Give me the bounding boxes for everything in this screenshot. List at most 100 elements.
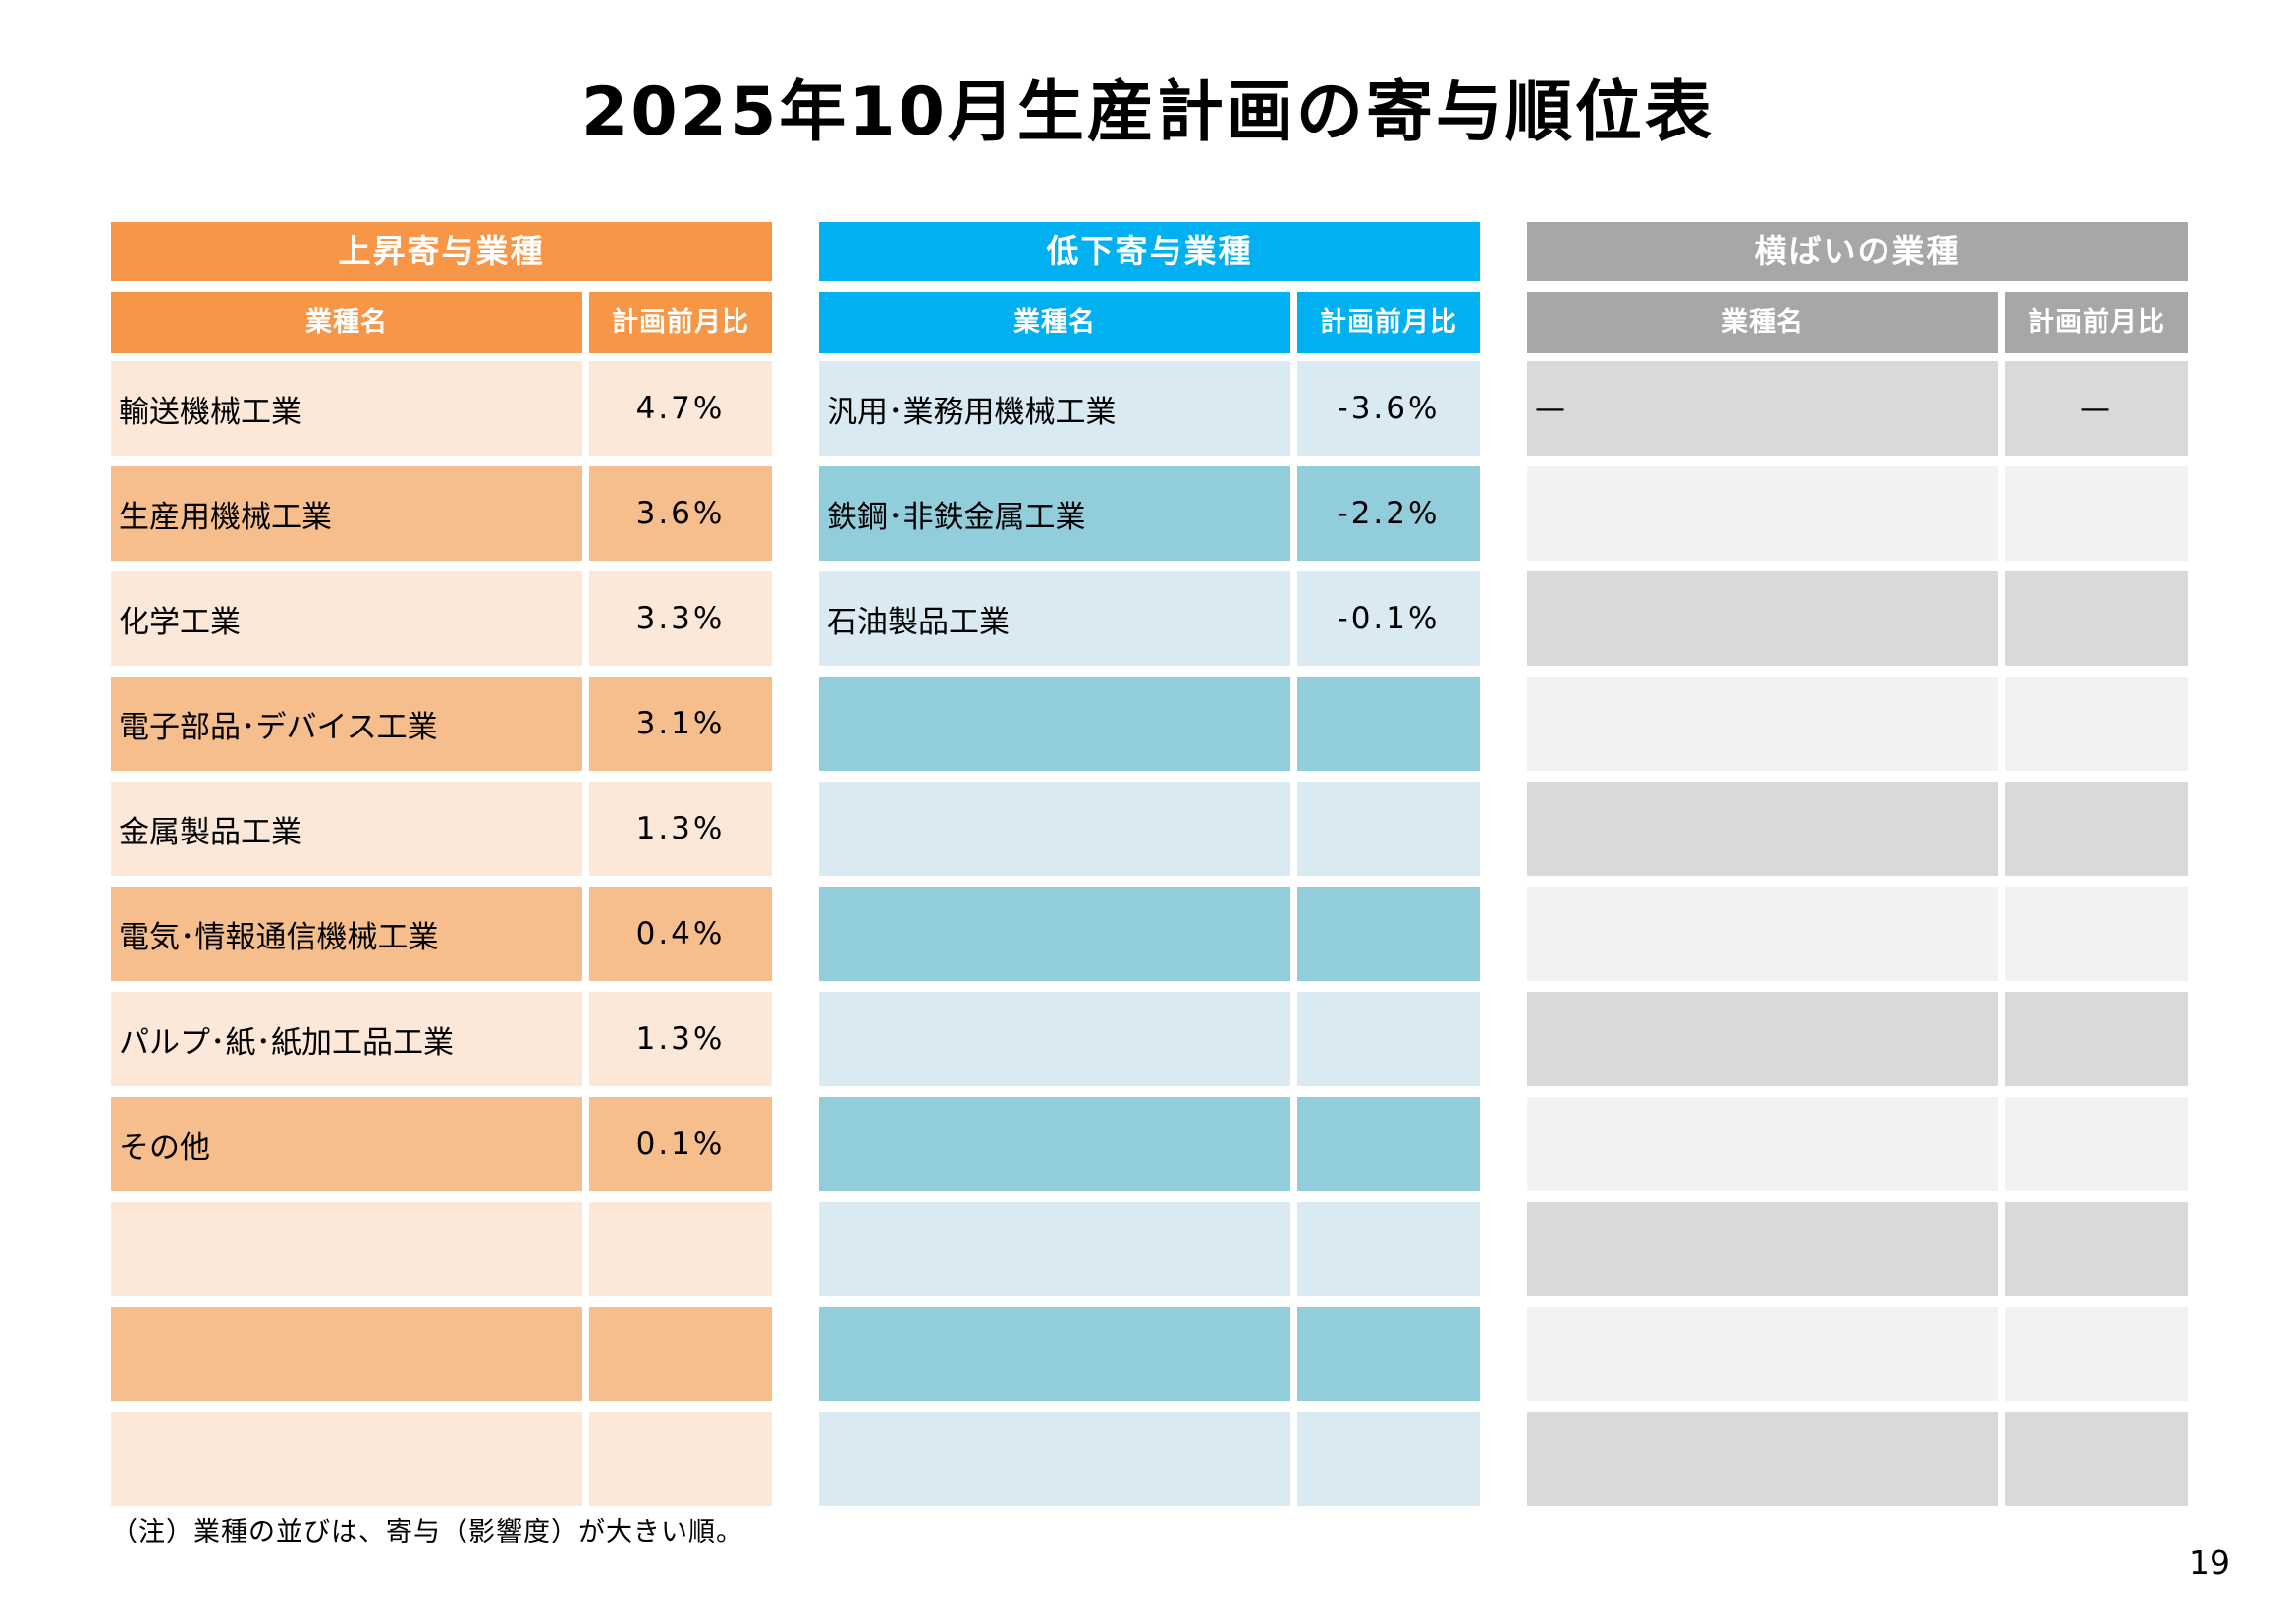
industry-name-cell xyxy=(1527,1097,1998,1191)
table-row xyxy=(819,1097,1480,1191)
industry-name-cell xyxy=(819,1202,1290,1296)
table-row xyxy=(111,1412,772,1506)
table-row: その他 0.1% xyxy=(111,1097,772,1191)
table-row xyxy=(111,1307,772,1401)
mom-change-value-cell xyxy=(589,1307,772,1401)
mom-change-value-cell: — xyxy=(2005,361,2188,456)
mom-change-value-cell xyxy=(2005,887,2188,981)
mom-change-value-cell: 0.4% xyxy=(589,887,772,981)
mom-change-value-cell: -2.2% xyxy=(1297,466,1480,561)
table-rows: — — xyxy=(1527,361,2188,1506)
table-title: 上昇寄与業種 xyxy=(111,222,772,281)
table-row xyxy=(819,887,1480,981)
mom-change-value-cell: -0.1% xyxy=(1297,571,1480,666)
industry-name-cell xyxy=(819,992,1290,1086)
industry-name-cell xyxy=(111,1307,582,1401)
table-row: 輸送機械工業 4.7% xyxy=(111,361,772,456)
table-row: 電気･情報通信機械工業 0.4% xyxy=(111,887,772,981)
mom-change-value-cell: 3.1% xyxy=(589,677,772,771)
page-title: 2025年10月生産計画の寄与順位表 xyxy=(581,74,1715,151)
industry-name-cell xyxy=(819,1307,1290,1401)
column-header-industry: 業種名 xyxy=(1527,292,1998,353)
table-column-headers: 業種名 計画前月比 xyxy=(819,292,1480,353)
industry-name-cell xyxy=(1527,887,1998,981)
table-rows: 汎用･業務用機械工業 -3.6% 鉄鋼･非鉄金属工業 -2.2% 石油製品工業 -0.1% xyxy=(819,361,1480,1506)
mom-change-value-cell xyxy=(2005,992,2188,1086)
table-row xyxy=(1527,1412,2188,1506)
mom-change-value-cell: 1.3% xyxy=(589,782,772,876)
industry-name-cell xyxy=(819,887,1290,981)
table-row: 金属製品工業 1.3% xyxy=(111,782,772,876)
industry-name-cell: 石油製品工業 xyxy=(819,571,1290,666)
table-row: 化学工業 3.3% xyxy=(111,571,772,666)
mom-change-value-cell xyxy=(2005,1307,2188,1401)
industry-name-cell: その他 xyxy=(111,1097,582,1191)
industry-name-cell: 生産用機械工業 xyxy=(111,466,582,561)
industry-name-cell: — xyxy=(1527,361,1998,456)
mom-change-value-cell xyxy=(2005,466,2188,561)
industry-name-cell xyxy=(819,782,1290,876)
table-title: 横ばいの業種 xyxy=(1527,222,2188,281)
table-row xyxy=(1527,1202,2188,1296)
industry-name-cell xyxy=(1527,992,1998,1086)
mom-change-value-cell xyxy=(1297,992,1480,1086)
table-row xyxy=(1527,466,2188,561)
industry-name-cell: 鉄鋼･非鉄金属工業 xyxy=(819,466,1290,561)
industry-name-cell xyxy=(111,1412,582,1506)
mom-change-value-cell: 3.3% xyxy=(589,571,772,666)
table-title: 低下寄与業種 xyxy=(819,222,1480,281)
mom-change-value-cell xyxy=(589,1412,772,1506)
column-header-mom-change: 計画前月比 xyxy=(1297,292,1480,353)
mom-change-value-cell xyxy=(1297,677,1480,771)
table-row: 汎用･業務用機械工業 -3.6% xyxy=(819,361,1480,456)
mom-change-value-cell: 4.7% xyxy=(589,361,772,456)
mom-change-value-cell: 0.1% xyxy=(589,1097,772,1191)
mom-change-value-cell: -3.6% xyxy=(1297,361,1480,456)
table-row xyxy=(111,1202,772,1296)
mom-change-value-cell xyxy=(1297,782,1480,876)
mom-change-value-cell: 1.3% xyxy=(589,992,772,1086)
industry-name-cell xyxy=(1527,1202,1998,1296)
table-row xyxy=(819,1307,1480,1401)
industry-name-cell xyxy=(819,1097,1290,1191)
industry-name-cell xyxy=(819,677,1290,771)
industry-name-cell xyxy=(1527,571,1998,666)
column-header-mom-change: 計画前月比 xyxy=(589,292,772,353)
industry-name-cell xyxy=(1527,782,1998,876)
mom-change-value-cell xyxy=(1297,1307,1480,1401)
table-row: — — xyxy=(1527,361,2188,456)
column-header-mom-change: 計画前月比 xyxy=(2005,292,2188,353)
table-row xyxy=(819,782,1480,876)
table-row: 石油製品工業 -0.1% xyxy=(819,571,1480,666)
table-row xyxy=(1527,1307,2188,1401)
table-row xyxy=(819,1412,1480,1506)
table-row xyxy=(1527,887,2188,981)
industry-name-cell: 輸送機械工業 xyxy=(111,361,582,456)
table-row xyxy=(1527,571,2188,666)
table-row xyxy=(819,677,1480,771)
table-row xyxy=(1527,992,2188,1086)
industry-name-cell xyxy=(111,1202,582,1296)
table-column-headers: 業種名 計画前月比 xyxy=(1527,292,2188,353)
industry-name-cell xyxy=(1527,1307,1998,1401)
column-header-industry: 業種名 xyxy=(819,292,1290,353)
industry-name-cell xyxy=(1527,677,1998,771)
mom-change-value-cell xyxy=(1297,1412,1480,1506)
table-row: パルプ･紙･紙加工品工業 1.3% xyxy=(111,992,772,1086)
mom-change-value-cell: 3.6% xyxy=(589,466,772,561)
table-row xyxy=(1527,782,2188,876)
table-row xyxy=(1527,677,2188,771)
flat-industries-table: 横ばいの業種 業種名 計画前月比 — — xyxy=(1527,222,2188,1517)
mom-change-value-cell xyxy=(1297,1202,1480,1296)
mom-change-value-cell xyxy=(2005,1202,2188,1296)
declining-contribution-table: 低下寄与業種 業種名 計画前月比 汎用･業務用機械工業 -3.6% 鉄鋼･非鉄金属工… xyxy=(819,222,1480,1517)
mom-change-value-cell xyxy=(2005,782,2188,876)
footnote: （注）業種の並びは、寄与（影響度）が大きい順。 xyxy=(111,1517,743,1547)
industry-name-cell: パルプ･紙･紙加工品工業 xyxy=(111,992,582,1086)
mom-change-value-cell xyxy=(2005,1412,2188,1506)
industry-name-cell xyxy=(819,1412,1290,1506)
table-column-headers: 業種名 計画前月比 xyxy=(111,292,772,353)
industry-name-cell: 汎用･業務用機械工業 xyxy=(819,361,1290,456)
mom-change-value-cell xyxy=(589,1202,772,1296)
